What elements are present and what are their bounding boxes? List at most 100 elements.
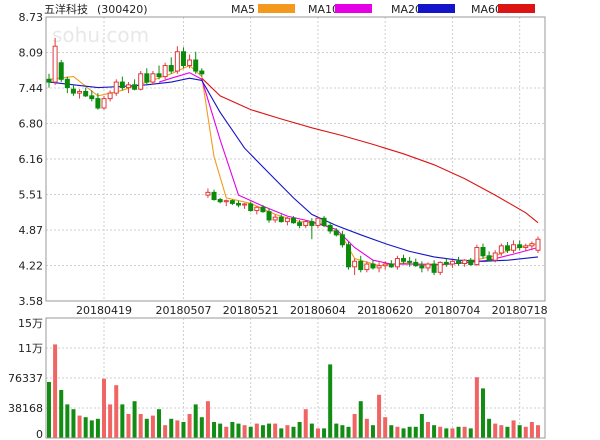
- volume-bar: [413, 426, 418, 438]
- volume-bar: [511, 420, 516, 438]
- candle: [248, 201, 254, 212]
- candle-body: [211, 191, 217, 201]
- candle-body: [113, 81, 119, 94]
- candle-body: [101, 98, 107, 109]
- volume-bar: [273, 423, 278, 438]
- legend-label-ma5: MA5: [231, 3, 255, 16]
- volume-bar: [523, 426, 528, 438]
- candle-body: [180, 51, 186, 67]
- candle-body: [174, 51, 180, 72]
- candle: [339, 230, 345, 248]
- price-grid: [46, 17, 545, 301]
- candle: [205, 188, 211, 198]
- candle: [291, 216, 296, 224]
- candle-body: [346, 244, 352, 268]
- volume-bar: [407, 426, 412, 438]
- volume-bar: [150, 415, 155, 438]
- volume-bar: [425, 422, 430, 438]
- candle-body: [187, 59, 193, 67]
- candle-body: [52, 45, 58, 83]
- volume-bar: [517, 425, 522, 438]
- legend-label-ma20: MA20: [391, 3, 422, 16]
- candle: [297, 219, 303, 229]
- candle-body: [291, 217, 296, 224]
- volume-bar: [169, 418, 174, 438]
- candle: [431, 260, 437, 276]
- candle-body: [83, 90, 89, 97]
- volume-bar: [114, 385, 119, 438]
- candle: [504, 241, 510, 254]
- price-tick-label: 8.09: [19, 47, 44, 60]
- volume-bar: [364, 418, 369, 438]
- candle-body: [217, 199, 223, 203]
- candle-body: [266, 211, 272, 221]
- candle: [352, 258, 358, 276]
- price-tick-label: 6.80: [19, 118, 44, 131]
- volume-bar: [53, 344, 58, 438]
- candle: [58, 60, 64, 83]
- volume-bar: [83, 417, 88, 438]
- candle-body: [419, 265, 425, 269]
- volume-bar: [346, 426, 351, 438]
- volume-bar: [352, 414, 357, 438]
- candle: [162, 62, 168, 80]
- candle-body: [456, 260, 462, 265]
- candle-body: [382, 263, 388, 267]
- candle: [113, 79, 119, 96]
- price-axis: 8.73 8.09 7.44 6.80 6.16 5.51 4.87 4.22 3.58: [19, 11, 44, 308]
- candle: [77, 89, 83, 99]
- candle: [443, 258, 449, 267]
- volume-bar: [157, 409, 162, 438]
- legend-swatch-ma10: [335, 4, 372, 13]
- volume-bar: [285, 425, 290, 438]
- volume-bar: [102, 378, 107, 438]
- volume-bar: [230, 422, 235, 438]
- volume-bar: [309, 423, 314, 438]
- candle-body: [413, 261, 419, 267]
- price-panel-frame: [45, 16, 546, 302]
- candle: [327, 222, 333, 234]
- candle: [235, 200, 241, 208]
- price-tick-label: 4.87: [19, 224, 44, 237]
- candle: [46, 73, 52, 88]
- candle: [382, 261, 388, 270]
- volume-bar: [71, 409, 76, 438]
- candle: [223, 199, 229, 207]
- ma-line-ma20: [48, 77, 539, 262]
- candle-body: [504, 245, 510, 251]
- volume-bar: [95, 418, 100, 438]
- candle-body: [242, 203, 248, 206]
- candle: [321, 216, 327, 228]
- candle: [229, 199, 235, 206]
- candle-body: [498, 245, 504, 254]
- candle-body: [89, 95, 95, 100]
- candle-body: [425, 263, 431, 269]
- candle-body: [480, 247, 486, 257]
- price-tick-label: 6.16: [19, 153, 44, 166]
- candle-body: [254, 206, 260, 212]
- ma-line-ma60: [201, 77, 539, 224]
- candle-body: [449, 260, 455, 265]
- volume-bar: [47, 382, 51, 438]
- candle: [511, 240, 517, 254]
- volume-bar: [456, 426, 461, 438]
- date-tick-label: 20180507: [155, 304, 211, 317]
- candle: [425, 262, 431, 272]
- candle-body: [370, 263, 376, 269]
- volume-bars: [47, 344, 540, 438]
- date-tick-label: 20180718: [492, 304, 548, 317]
- candle-body: [401, 258, 407, 262]
- candle: [333, 228, 339, 237]
- candle: [138, 71, 144, 91]
- volume-bar: [138, 414, 143, 438]
- candle-body: [352, 260, 358, 268]
- volume-bar: [218, 423, 223, 438]
- chart-title: 五洋科技: [44, 2, 88, 16]
- candle: [480, 243, 486, 259]
- volume-bar: [254, 423, 259, 438]
- candle-body: [272, 216, 278, 221]
- volume-bar: [505, 426, 510, 438]
- candle: [242, 202, 248, 209]
- volume-bar: [175, 420, 180, 438]
- volume-bar: [212, 422, 217, 438]
